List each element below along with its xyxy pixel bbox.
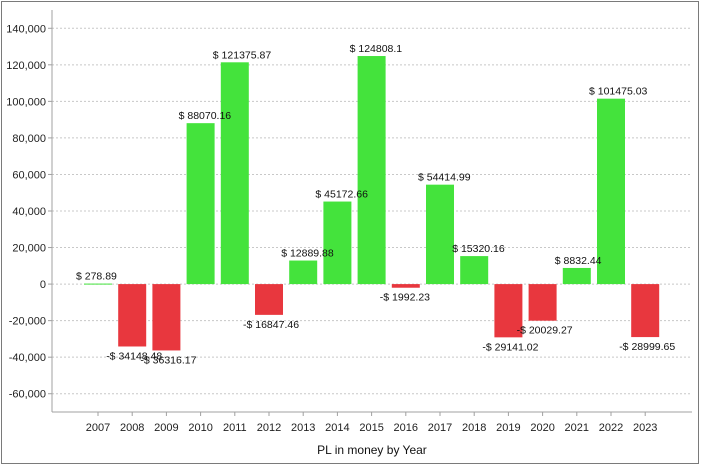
data-label-2020: -$ 20029.27 bbox=[517, 325, 573, 337]
data-label-2017: $ 54414.99 bbox=[418, 172, 471, 184]
x-tick-label-2018: 2018 bbox=[462, 422, 486, 434]
bar-2014 bbox=[323, 201, 352, 285]
y-tick-label: 40,000 bbox=[12, 206, 46, 218]
bar-2016 bbox=[391, 284, 420, 288]
y-tick-label: 20,000 bbox=[12, 243, 46, 255]
bar-2015 bbox=[357, 56, 386, 285]
y-tick-label: 120,000 bbox=[6, 60, 46, 72]
x-tick-label-2023: 2023 bbox=[633, 422, 657, 434]
x-tick-label-2020: 2020 bbox=[530, 422, 554, 434]
data-label-2013: $ 12889.88 bbox=[281, 248, 334, 260]
data-label-2015: $ 124808.1 bbox=[350, 43, 403, 55]
data-label-2007: $ 278.89 bbox=[76, 271, 117, 283]
bar-2013 bbox=[289, 260, 318, 285]
data-label-2010: $ 88070.16 bbox=[179, 110, 232, 122]
y-tick-label: 80,000 bbox=[12, 133, 46, 145]
x-tick-label-2010: 2010 bbox=[188, 422, 212, 434]
data-label-2019: -$ 29141.02 bbox=[482, 341, 538, 353]
x-tick-label-2022: 2022 bbox=[599, 422, 623, 434]
bar-2020 bbox=[528, 284, 557, 321]
data-label-2014: $ 45172.66 bbox=[315, 189, 368, 201]
x-axis-title: PL in money by Year bbox=[317, 443, 427, 457]
bars-layer bbox=[84, 56, 660, 351]
data-label-2021: $ 8832.44 bbox=[555, 255, 602, 267]
x-tick-label-2008: 2008 bbox=[120, 422, 144, 434]
x-tick-label-2015: 2015 bbox=[359, 422, 383, 434]
data-label-2009: -$ 36316.17 bbox=[140, 354, 196, 366]
bar-2018 bbox=[460, 256, 489, 285]
y-tick-label: 140,000 bbox=[6, 23, 46, 35]
y-tick-label: 60,000 bbox=[12, 169, 46, 181]
x-tick-label-2012: 2012 bbox=[257, 422, 281, 434]
bar-2008 bbox=[118, 284, 147, 347]
data-label-2023: -$ 28999.65 bbox=[619, 341, 675, 353]
data-label-2018: $ 15320.16 bbox=[452, 243, 505, 255]
bar-2022 bbox=[597, 98, 625, 285]
bar-2021 bbox=[562, 267, 591, 285]
x-tick-label-2011: 2011 bbox=[223, 422, 247, 434]
bar-2017 bbox=[426, 184, 454, 285]
x-tick-label-2009: 2009 bbox=[154, 422, 178, 434]
data-label-2016: -$ 1992.23 bbox=[380, 292, 430, 304]
x-tick-label-2007: 2007 bbox=[86, 422, 110, 434]
y-tick-label: -60,000 bbox=[9, 389, 46, 401]
data-label-2011: $ 121375.87 bbox=[213, 49, 272, 61]
bar-2023 bbox=[631, 284, 660, 338]
axis-layer: 140,000 120,000 100,000 80,000 60,000 40,000 2… bbox=[6, 10, 692, 434]
data-labels-layer: $ 278.89 -$ 34148.48-$ 36316.17 $ 88070.16… bbox=[76, 43, 675, 366]
x-tick-label-2016: 2016 bbox=[394, 422, 418, 434]
bar-2010 bbox=[186, 123, 215, 285]
bar-2012 bbox=[255, 284, 283, 315]
y-tick-label: -20,000 bbox=[9, 316, 46, 328]
x-tick-label-2013: 2013 bbox=[291, 422, 315, 434]
bar-2007 bbox=[84, 283, 112, 285]
data-label-2008: -$ 34148.48 bbox=[106, 350, 162, 362]
x-tick-label-2014: 2014 bbox=[325, 422, 349, 434]
x-tick-label-2021: 2021 bbox=[565, 422, 589, 434]
data-label-2012: -$ 16847.46 bbox=[243, 319, 299, 331]
x-tick-label-2017: 2017 bbox=[428, 422, 452, 434]
bar-2011 bbox=[220, 62, 249, 285]
y-tick-label: 100,000 bbox=[6, 96, 46, 108]
y-tick-label: -40,000 bbox=[9, 352, 46, 364]
data-label-2022: $ 101475.03 bbox=[589, 86, 648, 98]
y-tick-label: 0 bbox=[40, 279, 46, 291]
bar-2019 bbox=[494, 284, 523, 338]
bar-2009 bbox=[152, 284, 181, 351]
x-tick-label-2019: 2019 bbox=[496, 422, 520, 434]
